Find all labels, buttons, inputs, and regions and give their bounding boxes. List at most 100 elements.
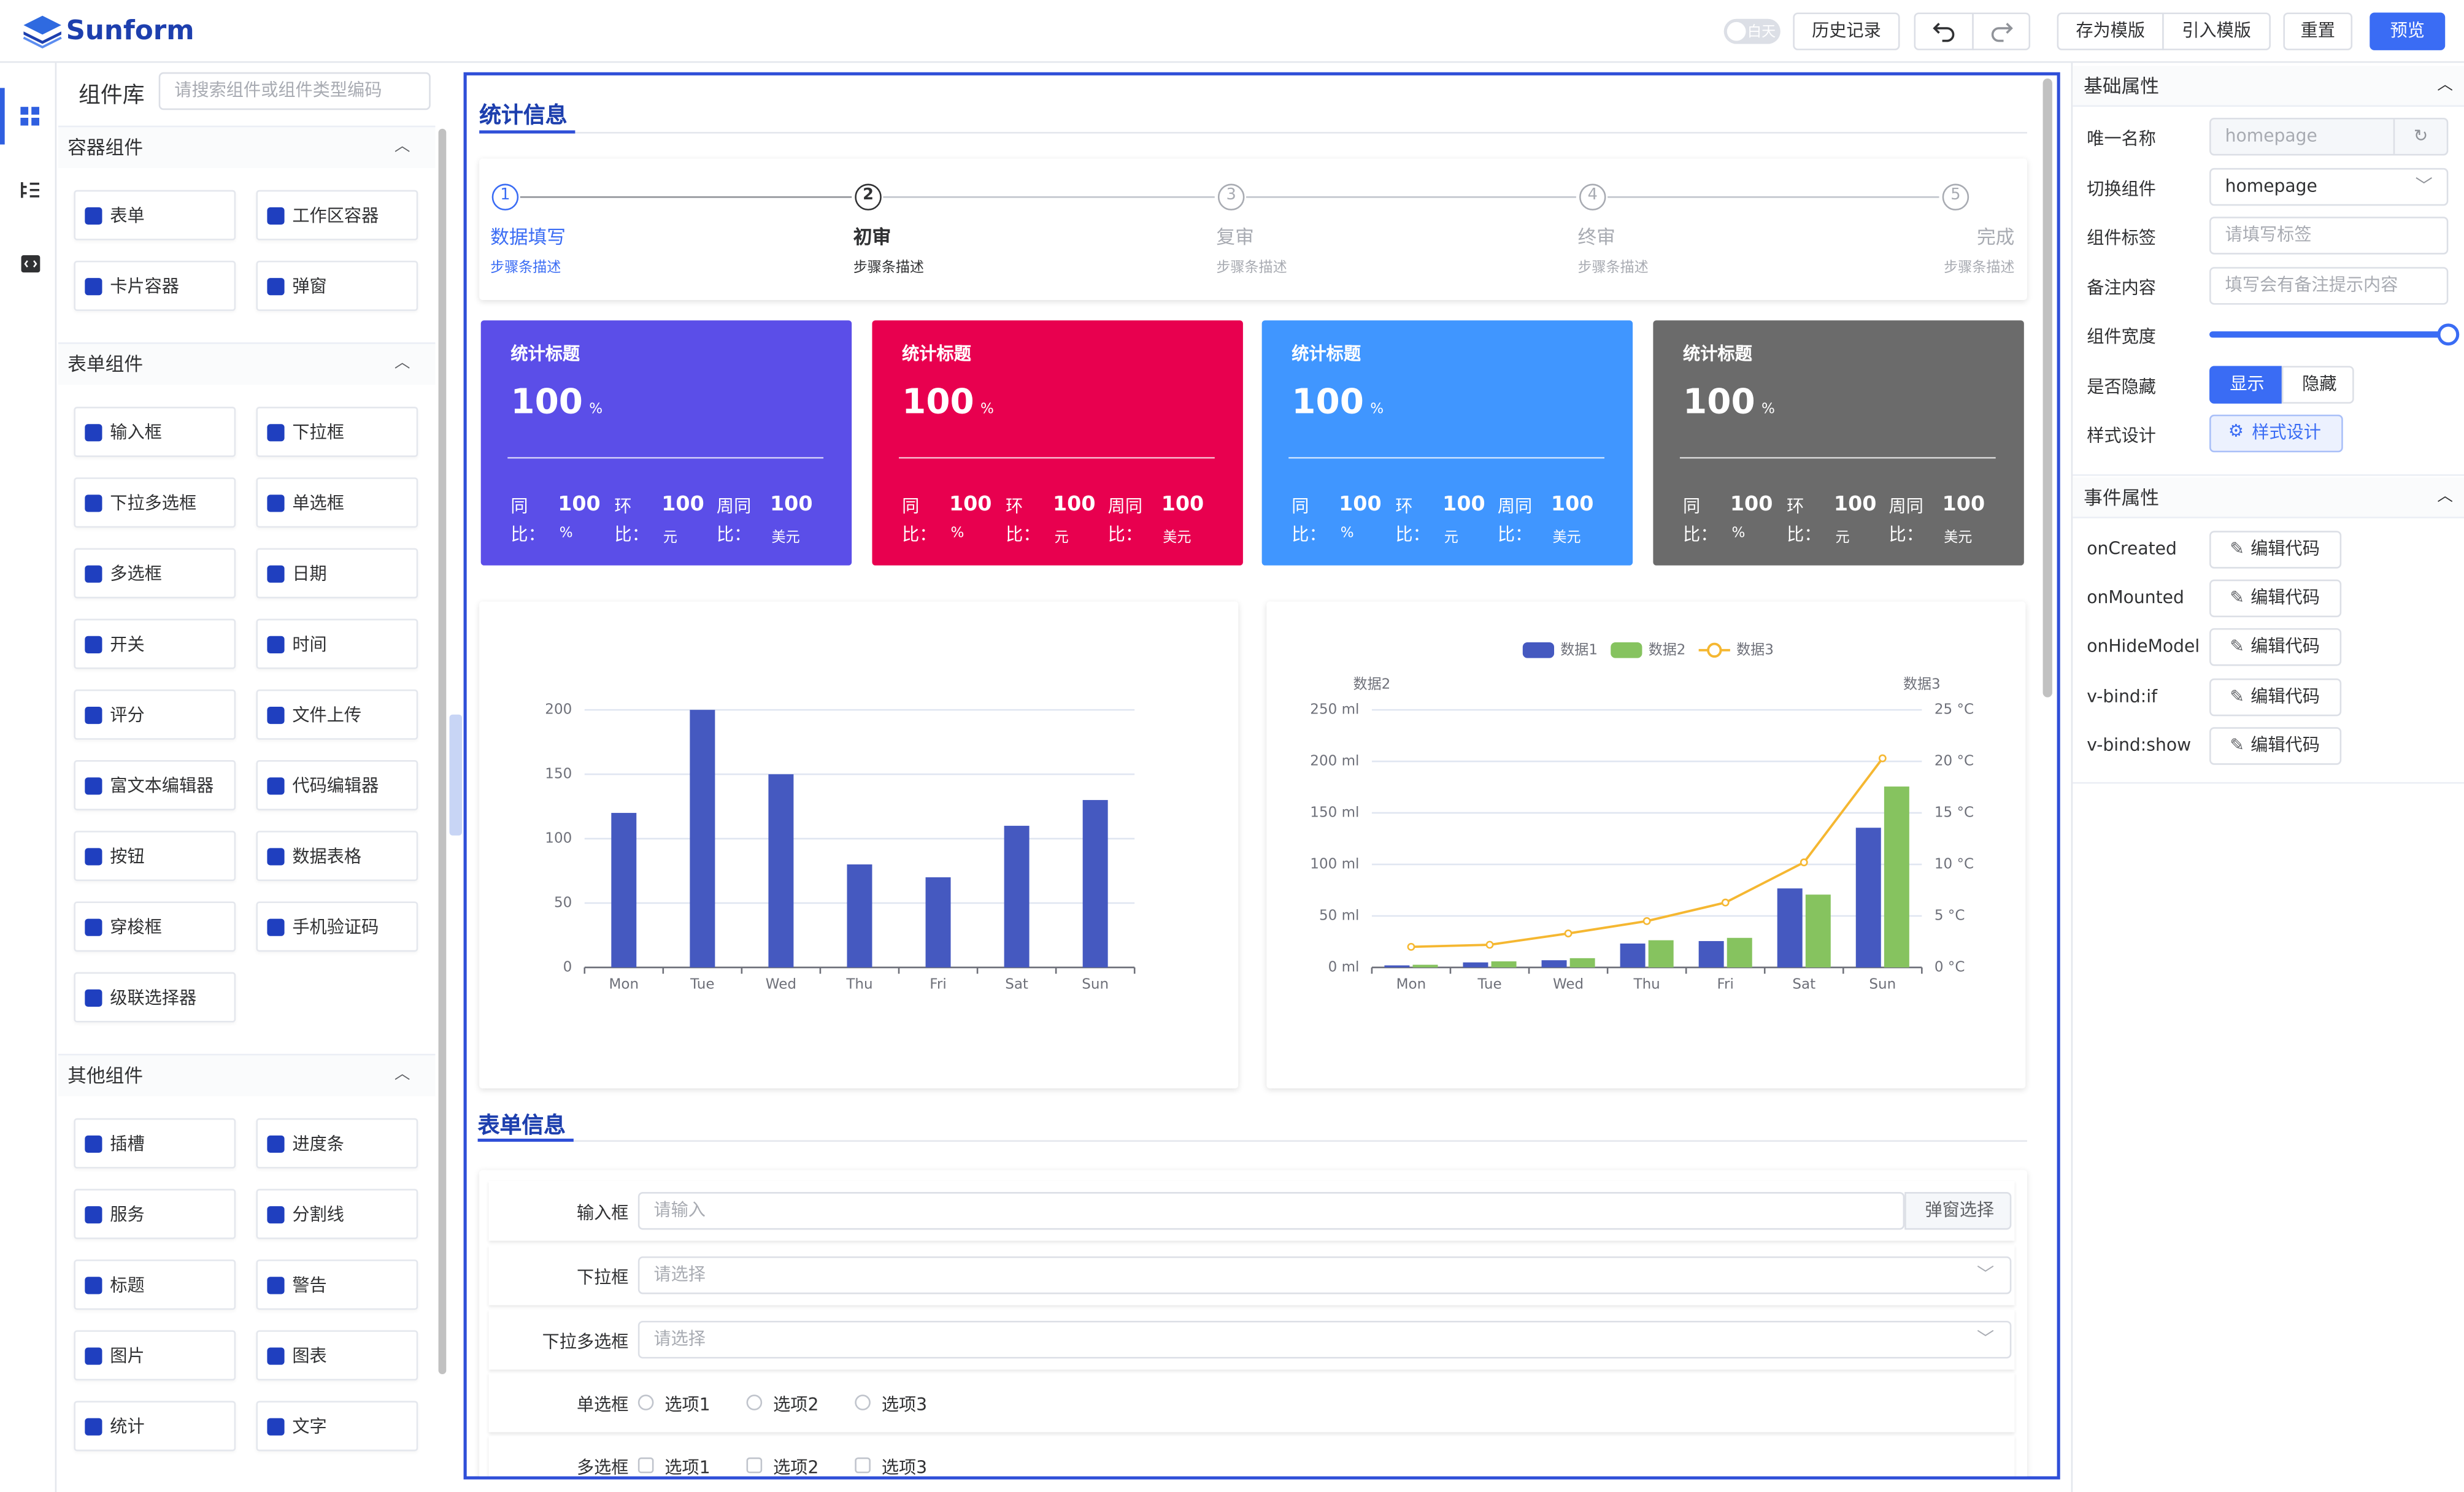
component-item[interactable]: 服务 [74,1188,236,1239]
undo-button[interactable] [1914,12,1974,50]
history-button[interactable]: 历史记录 [1793,12,1900,50]
bar [1648,940,1674,967]
metric-label: 同比： [902,496,937,545]
component-item[interactable]: 图表 [256,1330,418,1381]
popup-select-button[interactable]: 弹窗选择 [1904,1192,2012,1230]
group-header[interactable]: 容器组件 ︿ [58,125,436,168]
component-item[interactable]: 进度条 [256,1118,418,1169]
refresh-icon[interactable]: ↻ [2393,119,2447,154]
component-item[interactable]: 开关 [74,618,236,669]
edit-code-button[interactable]: ✎ 编辑代码 [2209,580,2342,618]
property-input[interactable]: 填写会有备注提示内容 [2209,266,2449,304]
radio[interactable] [746,1394,763,1410]
edit-code-button[interactable]: ✎ 编辑代码 [2209,629,2342,667]
component-item[interactable]: 统计 [74,1401,236,1452]
component-item[interactable]: 图片 [74,1330,236,1381]
component-item[interactable]: 日期 [256,548,418,599]
slider-track[interactable] [2209,331,2443,338]
component-item[interactable]: 插槽 [74,1118,236,1169]
legend-label: 数据3 [1736,642,1774,658]
component-item[interactable]: 穿梭框 [74,901,236,952]
code-icon[interactable] [20,255,40,274]
form-label: 多选框 [576,1457,629,1477]
legend-marker [1522,642,1555,658]
select-input[interactable]: 请选择 ﹀ [637,1256,2012,1294]
group-header[interactable]: 其他组件 ︿ [58,1053,436,1096]
component-item[interactable]: 时间 [256,618,418,669]
y2-tick-label: 0 °C [1935,959,1965,975]
redo-button[interactable] [1972,12,2031,50]
component-item[interactable]: 警告 [256,1259,418,1310]
step-circle: 2 [855,183,882,211]
component-item[interactable]: 输入框 [74,407,236,457]
legend-label: 数据1 [1560,642,1598,658]
component-item[interactable]: 表单 [74,190,236,240]
stat-number: 100 [902,383,974,423]
component-item[interactable]: 富文本编辑器 [74,760,236,810]
style-design-button[interactable]: 样式设计 [2209,414,2343,453]
component-item[interactable]: 数据表格 [256,831,418,882]
checkbox[interactable] [746,1457,763,1474]
checkbox[interactable] [637,1457,654,1474]
components-icon[interactable] [20,107,40,126]
component-item[interactable]: 评分 [74,689,236,740]
component-item[interactable]: 手机验证码 [256,901,418,952]
component-item[interactable]: 单选框 [256,477,418,528]
stat-number: 100 [1292,383,1364,423]
toggle-option[interactable]: 隐藏 [2281,365,2354,403]
y-tick-label: 0 ml [1328,959,1360,975]
bar-chart-card: 0 50 100 150 200 Mon Tue Wed Thu Fri Sat Sun [479,601,1239,1089]
group-title: 容器组件 [67,136,144,159]
component-icon [85,847,102,865]
component-label: 按钮 [110,846,145,867]
select-input[interactable]: 请选择 ﹀ [637,1320,2012,1359]
reset-button[interactable]: 重置 [2283,12,2353,50]
component-item[interactable]: 下拉多选框 [74,477,236,528]
component-item[interactable]: 文字 [256,1401,418,1452]
canvas-scrollbar[interactable] [2042,79,2052,698]
checkbox[interactable] [855,1457,871,1474]
component-item[interactable]: 按钮 [74,831,236,882]
event-properties-header[interactable]: 事件属性 ︿ [2073,477,2464,518]
edit-code-button[interactable]: ✎ 编辑代码 [2209,726,2342,765]
bar [1855,828,1881,967]
edit-code-button[interactable]: ✎ 编辑代码 [2209,677,2342,716]
component-item[interactable]: 标题 [74,1259,236,1310]
step-number: 2 [863,186,874,204]
component-icon [85,635,102,653]
collapse-handle[interactable] [449,714,462,836]
component-item[interactable]: 卡片容器 [74,260,236,311]
text-input[interactable]: 请输入 [637,1192,1905,1230]
component-item[interactable]: 工作区容器 [256,190,418,240]
property-input[interactable]: homepage ﹀ [2209,167,2449,206]
canvas: 统计信息 1 数据填写 步骤条描述 2 初审 步骤条描述 3 复审 步骤条描述 4 终审 步骤条描述 5… [467,75,2057,1477]
edit-code-button[interactable]: ✎ 编辑代码 [2209,531,2342,569]
toggle-option[interactable]: 显示 [2209,365,2282,403]
event-name: v-bind:show [2087,734,2192,755]
property-input[interactable]: 请填写标签 [2209,217,2449,255]
steps: 1 数据填写 步骤条描述 2 初审 步骤条描述 3 复审 步骤条描述 4 终审 步骤条描述 5 完成 步骤条… [479,158,2027,300]
component-item[interactable]: 分割线 [256,1188,418,1239]
library-scrollbar[interactable] [438,128,447,1374]
import-template-button[interactable]: 引入模版 [2162,12,2271,50]
component-item[interactable]: 多选框 [74,548,236,599]
component-item[interactable]: 文件上传 [256,689,418,740]
step-description: 步骤条描述 [1944,260,2015,277]
form-card: 输入框 请输入 弹窗选择 下拉框 请选择 ﹀ 下拉多选框 请选择 ﹀ 单选框 选项1 选项2 选项3 多选… [479,1170,2027,1477]
component-item[interactable]: 级联选择器 [74,972,236,1023]
component-item[interactable]: 代码编辑器 [256,760,418,810]
preview-button[interactable]: 预览 [2370,12,2446,50]
basic-properties-header[interactable]: 基础属性 ︿ [2073,66,2464,107]
library-search[interactable]: 请搜索组件或组件类型编码 [158,72,431,110]
outline-icon[interactable] [20,180,40,199]
radio[interactable] [637,1394,654,1410]
metric-unit: 元 [1444,531,1458,547]
group-header[interactable]: 表单组件 ︿ [58,342,436,385]
theme-toggle[interactable]: 白天 [1723,18,1781,44]
component-item[interactable]: 弹窗 [256,260,418,311]
save-template-button[interactable]: 存为模版 [2057,12,2164,50]
property-panel: 基础属性 ︿ 事件属性 ︿ 唯一名称 homepage ↻ 切换组件 homepage ﹀ 组件… [2071,63,2464,1492]
slider-thumb[interactable] [2437,323,2460,346]
radio[interactable] [855,1394,871,1410]
component-item[interactable]: 下拉框 [256,407,418,457]
